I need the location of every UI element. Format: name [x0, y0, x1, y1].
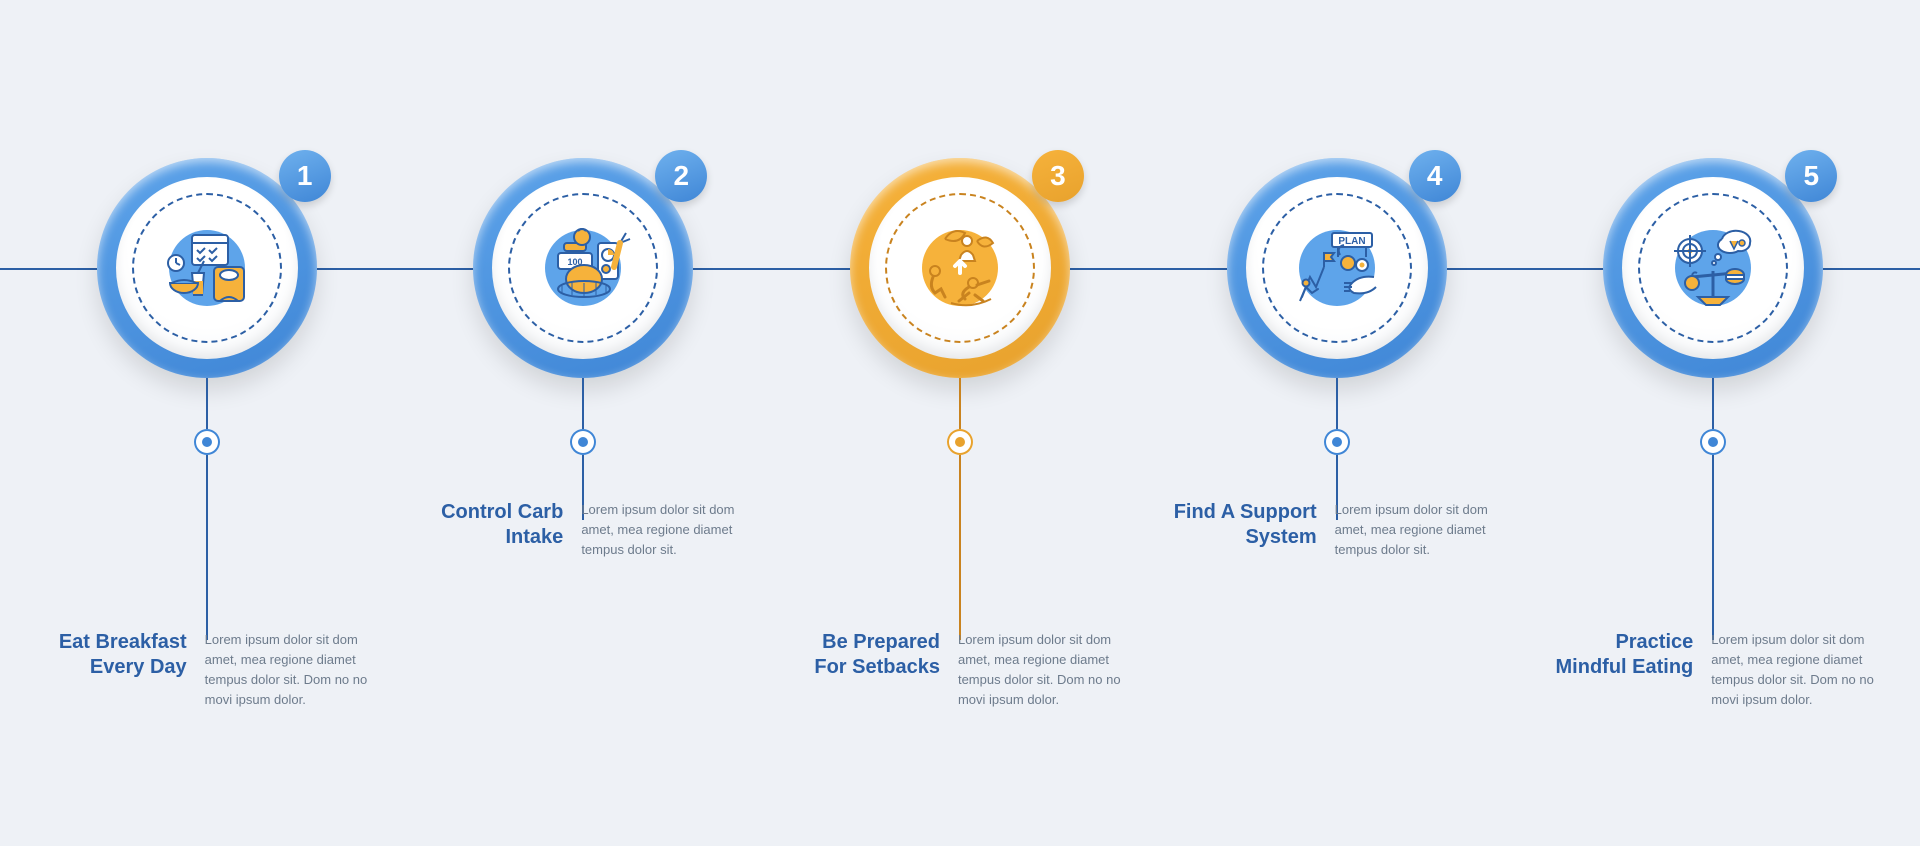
step-number-badge: 2 [655, 150, 707, 202]
step-body: Lorem ipsum dolor sit dom amet, mea regi… [1335, 500, 1507, 560]
step-number: 5 [1803, 160, 1819, 192]
step-body: Lorem ipsum dolor sit dom amet, mea regi… [205, 630, 377, 711]
step-text: Control Carb Intake Lorem ipsum dolor sit… [413, 500, 753, 560]
step-number: 1 [297, 160, 313, 192]
connector-line [959, 378, 961, 640]
step-text: Be Prepared For Setbacks Lorem ipsum dolo… [790, 630, 1130, 711]
step-text: Practice Mindful Eating Lorem ipsum dolor… [1543, 630, 1883, 711]
step-text: Eat Breakfast Every Day Lorem ipsum dolor… [37, 630, 377, 711]
step-number-badge: 4 [1409, 150, 1461, 202]
step-1: 1 Eat Breakfast Every Day Lorem ipsum dolo… [37, 0, 377, 846]
step-body: Lorem ipsum dolor sit dom amet, mea regi… [958, 630, 1130, 711]
step-title: Control Carb Intake [413, 500, 563, 550]
step-text: Find A Support System Lorem ipsum dolor s… [1167, 500, 1507, 560]
step-title: Be Prepared For Setbacks [790, 630, 940, 680]
connector-dot [570, 429, 596, 455]
step-body: Lorem ipsum dolor sit dom amet, mea regi… [581, 500, 753, 560]
step-title: Eat Breakfast Every Day [37, 630, 187, 680]
step-number: 2 [674, 160, 690, 192]
connector-dot [1700, 429, 1726, 455]
connector-dot [194, 429, 220, 455]
step-number-badge: 1 [279, 150, 331, 202]
step-body: Lorem ipsum dolor sit dom amet, mea regi… [1711, 630, 1883, 711]
step-number-badge: 5 [1785, 150, 1837, 202]
step-title: Find A Support System [1167, 500, 1317, 550]
connector-dot [1324, 429, 1350, 455]
step-number-badge: 3 [1032, 150, 1084, 202]
connector-dot [947, 429, 973, 455]
connector-line [1712, 378, 1714, 640]
step-2: 2 Control Carb Intake Lorem ipsum dolor si… [413, 0, 753, 846]
step-number: 3 [1050, 160, 1066, 192]
step-number: 4 [1427, 160, 1443, 192]
step-3: 3 Be Prepared For Setbacks Lorem ipsum dol… [790, 0, 1130, 846]
step-title: Practice Mindful Eating [1543, 630, 1693, 680]
step-4: 4 Find A Support System Lorem ipsum dolor … [1167, 0, 1507, 846]
infographic-canvas: 1 Eat Breakfast Every Day Lorem ipsum dolo… [0, 0, 1920, 846]
connector-line [206, 378, 208, 640]
steps-row: 1 Eat Breakfast Every Day Lorem ipsum dolo… [0, 0, 1920, 846]
step-5: 5 Practice Mindful Eating Lorem ipsum dolo… [1543, 0, 1883, 846]
